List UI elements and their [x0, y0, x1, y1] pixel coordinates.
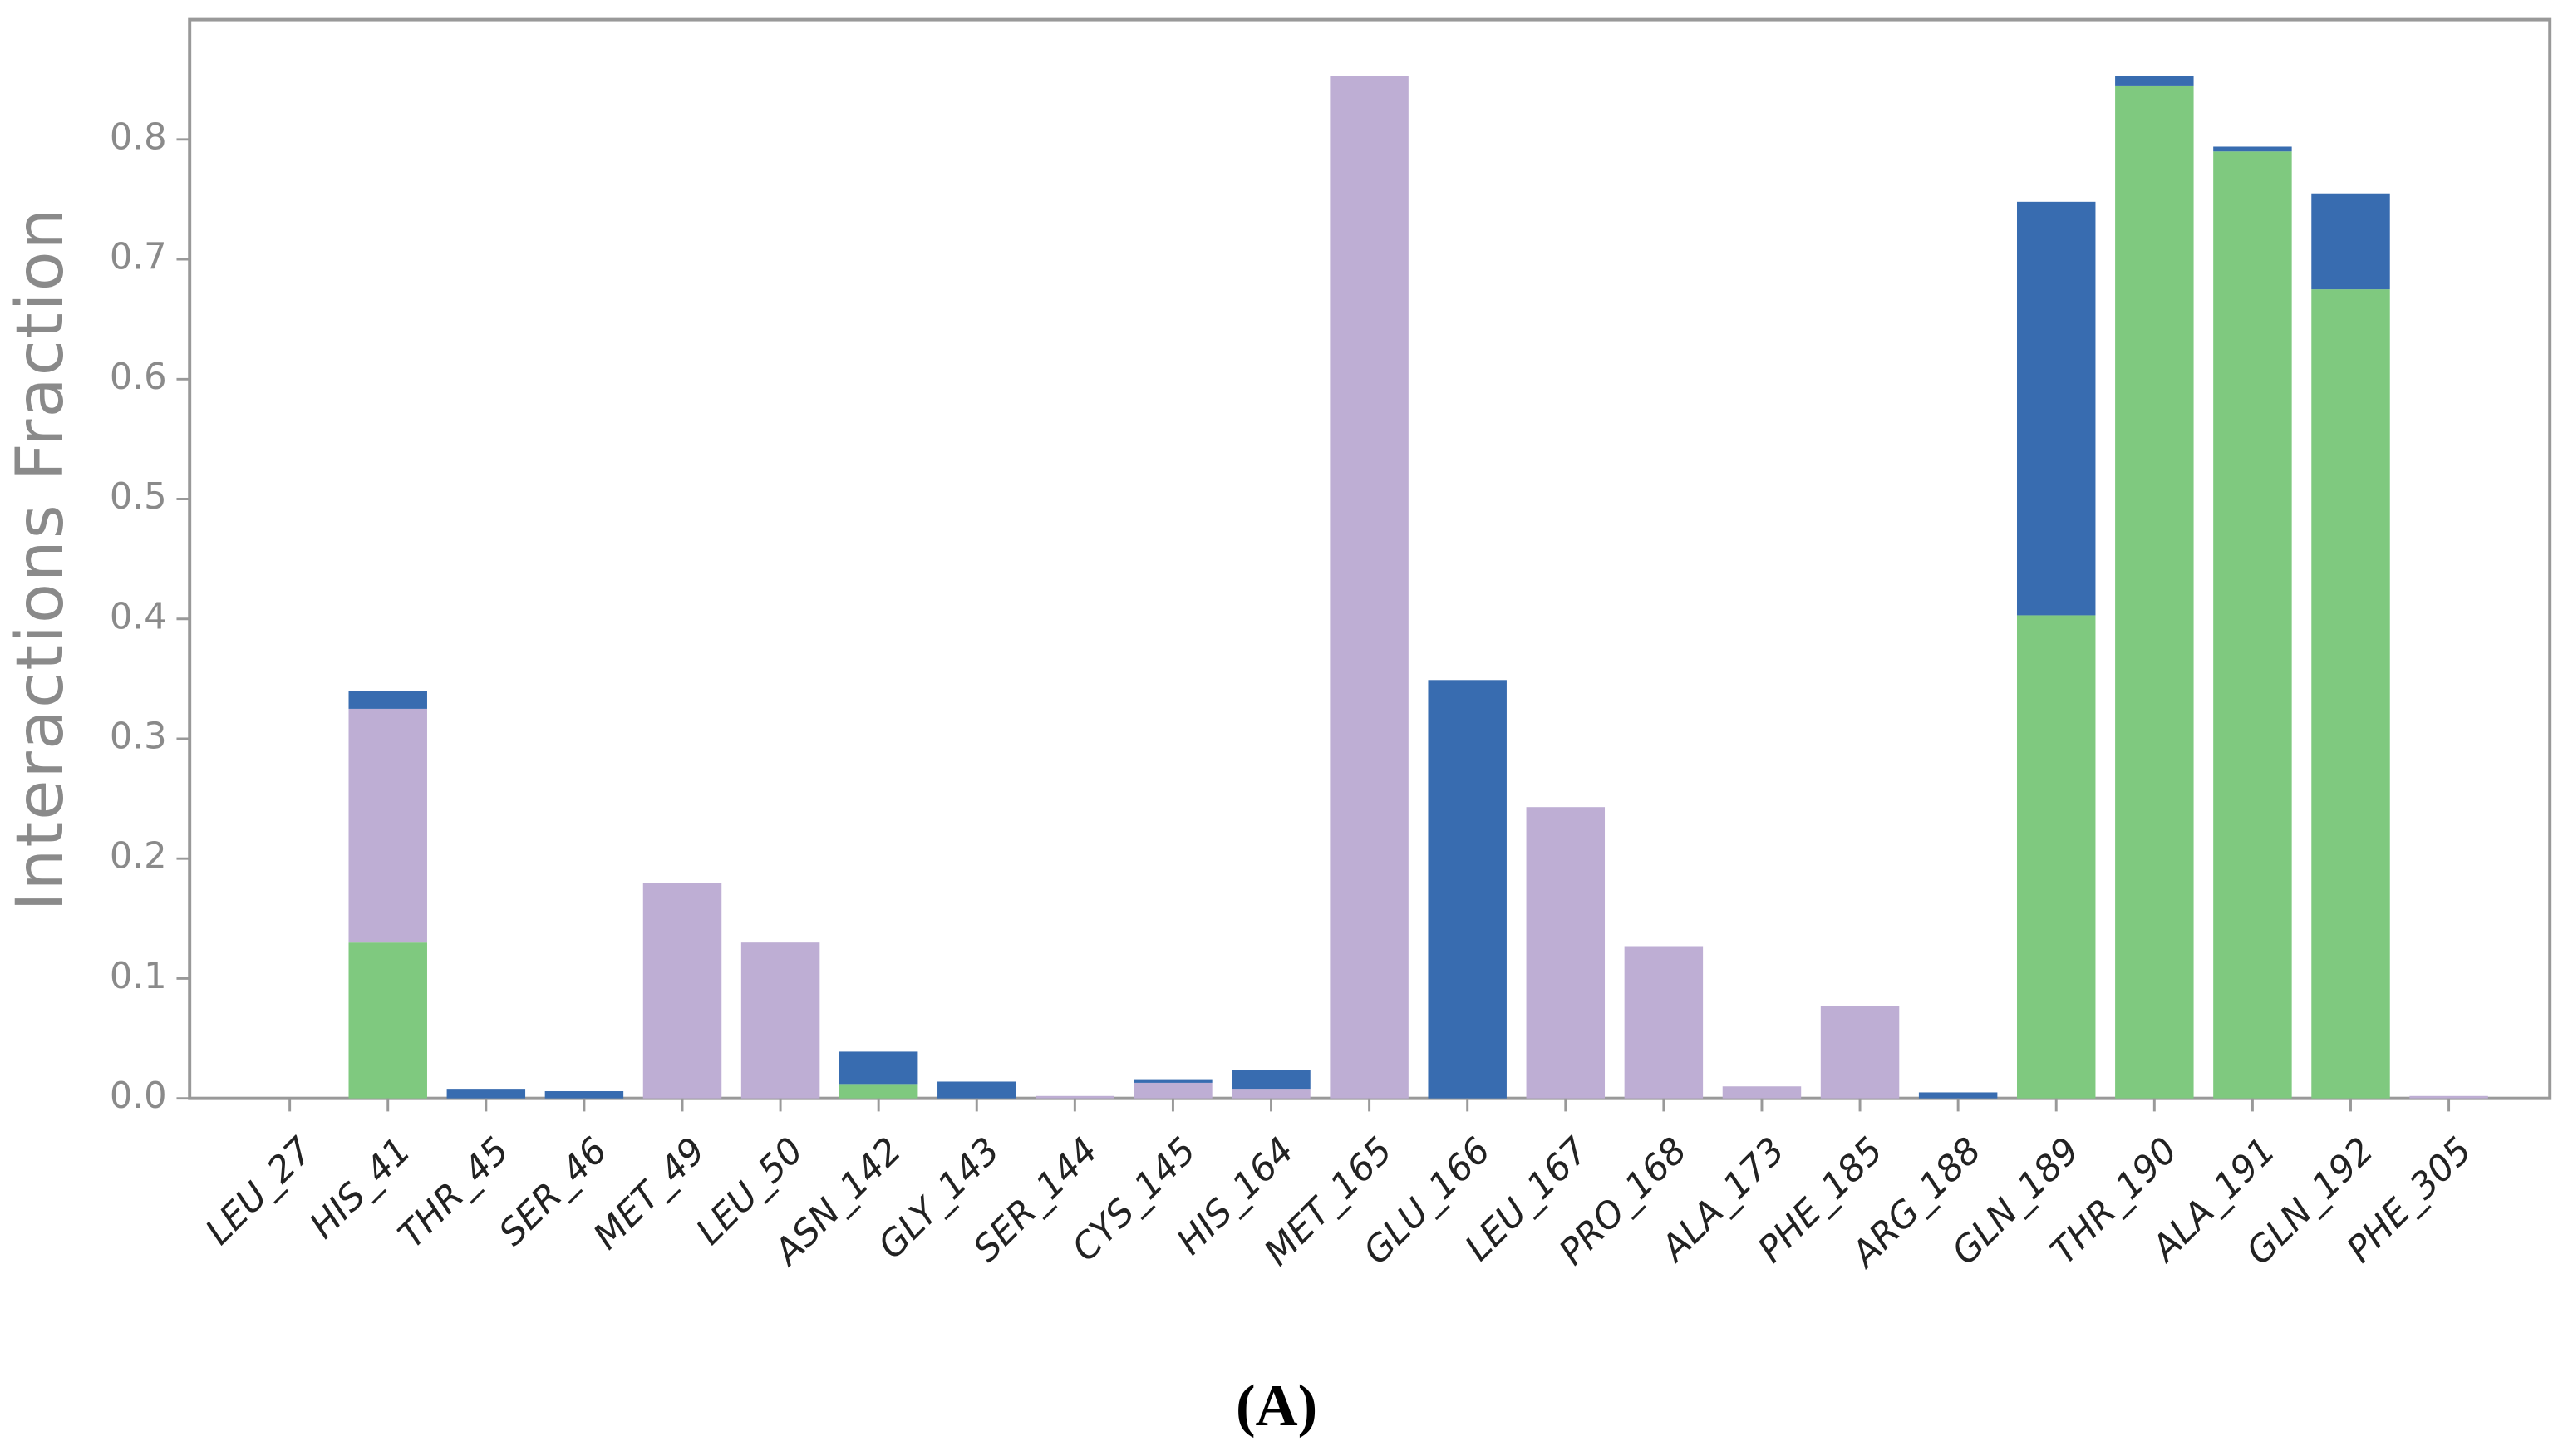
bar-segment — [839, 1084, 918, 1099]
x-tick-label: LEU_27 — [198, 1129, 322, 1253]
bar-segment — [1820, 1006, 1900, 1099]
bar-segment — [1232, 1070, 1311, 1090]
y-tick-label: 0.4 — [110, 596, 167, 637]
bar-segment — [2213, 151, 2292, 1099]
bar-segment — [642, 883, 722, 1099]
y-tick-label: 0.7 — [110, 237, 167, 278]
bar-segment — [1624, 946, 1704, 1099]
bar-segment — [2016, 615, 2096, 1099]
bar-segment — [2213, 146, 2292, 152]
bar-segment — [839, 1051, 918, 1085]
y-tick-label: 0.5 — [110, 476, 167, 518]
bar-segment — [1134, 1079, 1213, 1083]
y-axis-label: Interactions Fraction — [2, 207, 78, 912]
bar-segment — [2311, 289, 2390, 1099]
bar-segment — [1428, 680, 1507, 1099]
bar-segment — [1134, 1082, 1213, 1099]
bar-segment — [348, 942, 427, 1099]
y-tick-label: 0.2 — [110, 836, 167, 878]
bar-segment — [446, 1089, 526, 1099]
y-tick-label: 0.6 — [110, 357, 167, 398]
bar-segment — [544, 1091, 624, 1099]
bar-segment — [1232, 1089, 1311, 1099]
caption: (A) — [1236, 1374, 1317, 1439]
bar-segment — [1526, 807, 1606, 1099]
bar-segment — [348, 708, 427, 943]
bar-segment — [740, 942, 820, 1099]
bar-segment — [2016, 201, 2096, 616]
bar-segment — [348, 691, 427, 709]
bar-segment — [937, 1081, 1016, 1099]
y-tick-label: 0.8 — [110, 116, 167, 158]
bar-segment — [1918, 1092, 1998, 1099]
y-tick-label: 0.0 — [110, 1075, 167, 1117]
bar-segment — [1036, 1095, 1114, 1099]
bar-segment — [1330, 76, 1409, 1099]
bar-segment — [2311, 193, 2390, 290]
bar-segment — [2409, 1095, 2488, 1099]
y-tick-label: 0.3 — [110, 716, 167, 757]
y-tick-label: 0.1 — [110, 956, 167, 997]
bar-segment — [2115, 85, 2194, 1099]
bar-segment — [1722, 1086, 1802, 1099]
bar-segment — [2115, 76, 2194, 86]
